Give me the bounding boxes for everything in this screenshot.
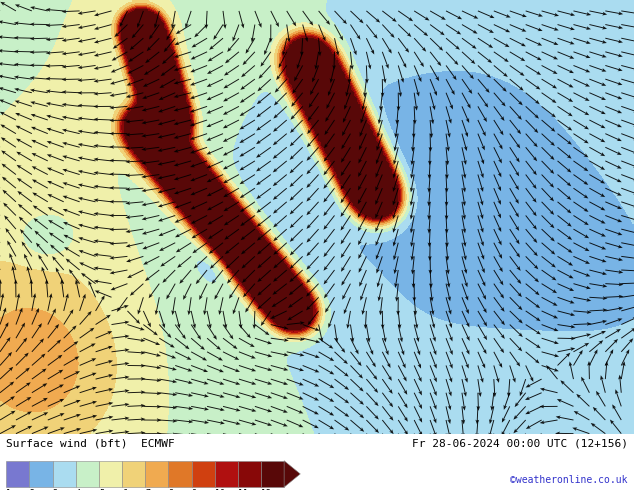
Bar (76, 461, 99, 487)
Text: ©weatheronline.co.uk: ©weatheronline.co.uk (510, 475, 628, 486)
Text: 4: 4 (76, 489, 81, 490)
Bar (191, 461, 215, 487)
Polygon shape (284, 461, 301, 487)
Text: 3: 3 (53, 489, 58, 490)
Bar (238, 461, 261, 487)
Bar (215, 461, 238, 487)
Text: 12: 12 (261, 489, 271, 490)
Text: 6: 6 (122, 489, 127, 490)
Text: Surface wind (bft)  ECMWF: Surface wind (bft) ECMWF (6, 438, 175, 448)
Bar (6, 461, 30, 487)
Text: 7: 7 (145, 489, 150, 490)
Text: Fr 28-06-2024 00:00 UTC (12+156): Fr 28-06-2024 00:00 UTC (12+156) (411, 438, 628, 448)
Bar (53, 461, 76, 487)
Text: 1: 1 (6, 489, 11, 490)
Text: 11: 11 (238, 489, 248, 490)
Bar (30, 461, 53, 487)
Text: 5: 5 (99, 489, 104, 490)
Text: 8: 8 (169, 489, 173, 490)
Bar (122, 461, 145, 487)
Bar (99, 461, 122, 487)
Bar (261, 461, 284, 487)
Text: 10: 10 (215, 489, 224, 490)
Bar (169, 461, 191, 487)
Text: 2: 2 (30, 489, 34, 490)
Text: 9: 9 (191, 489, 197, 490)
Bar (145, 461, 169, 487)
